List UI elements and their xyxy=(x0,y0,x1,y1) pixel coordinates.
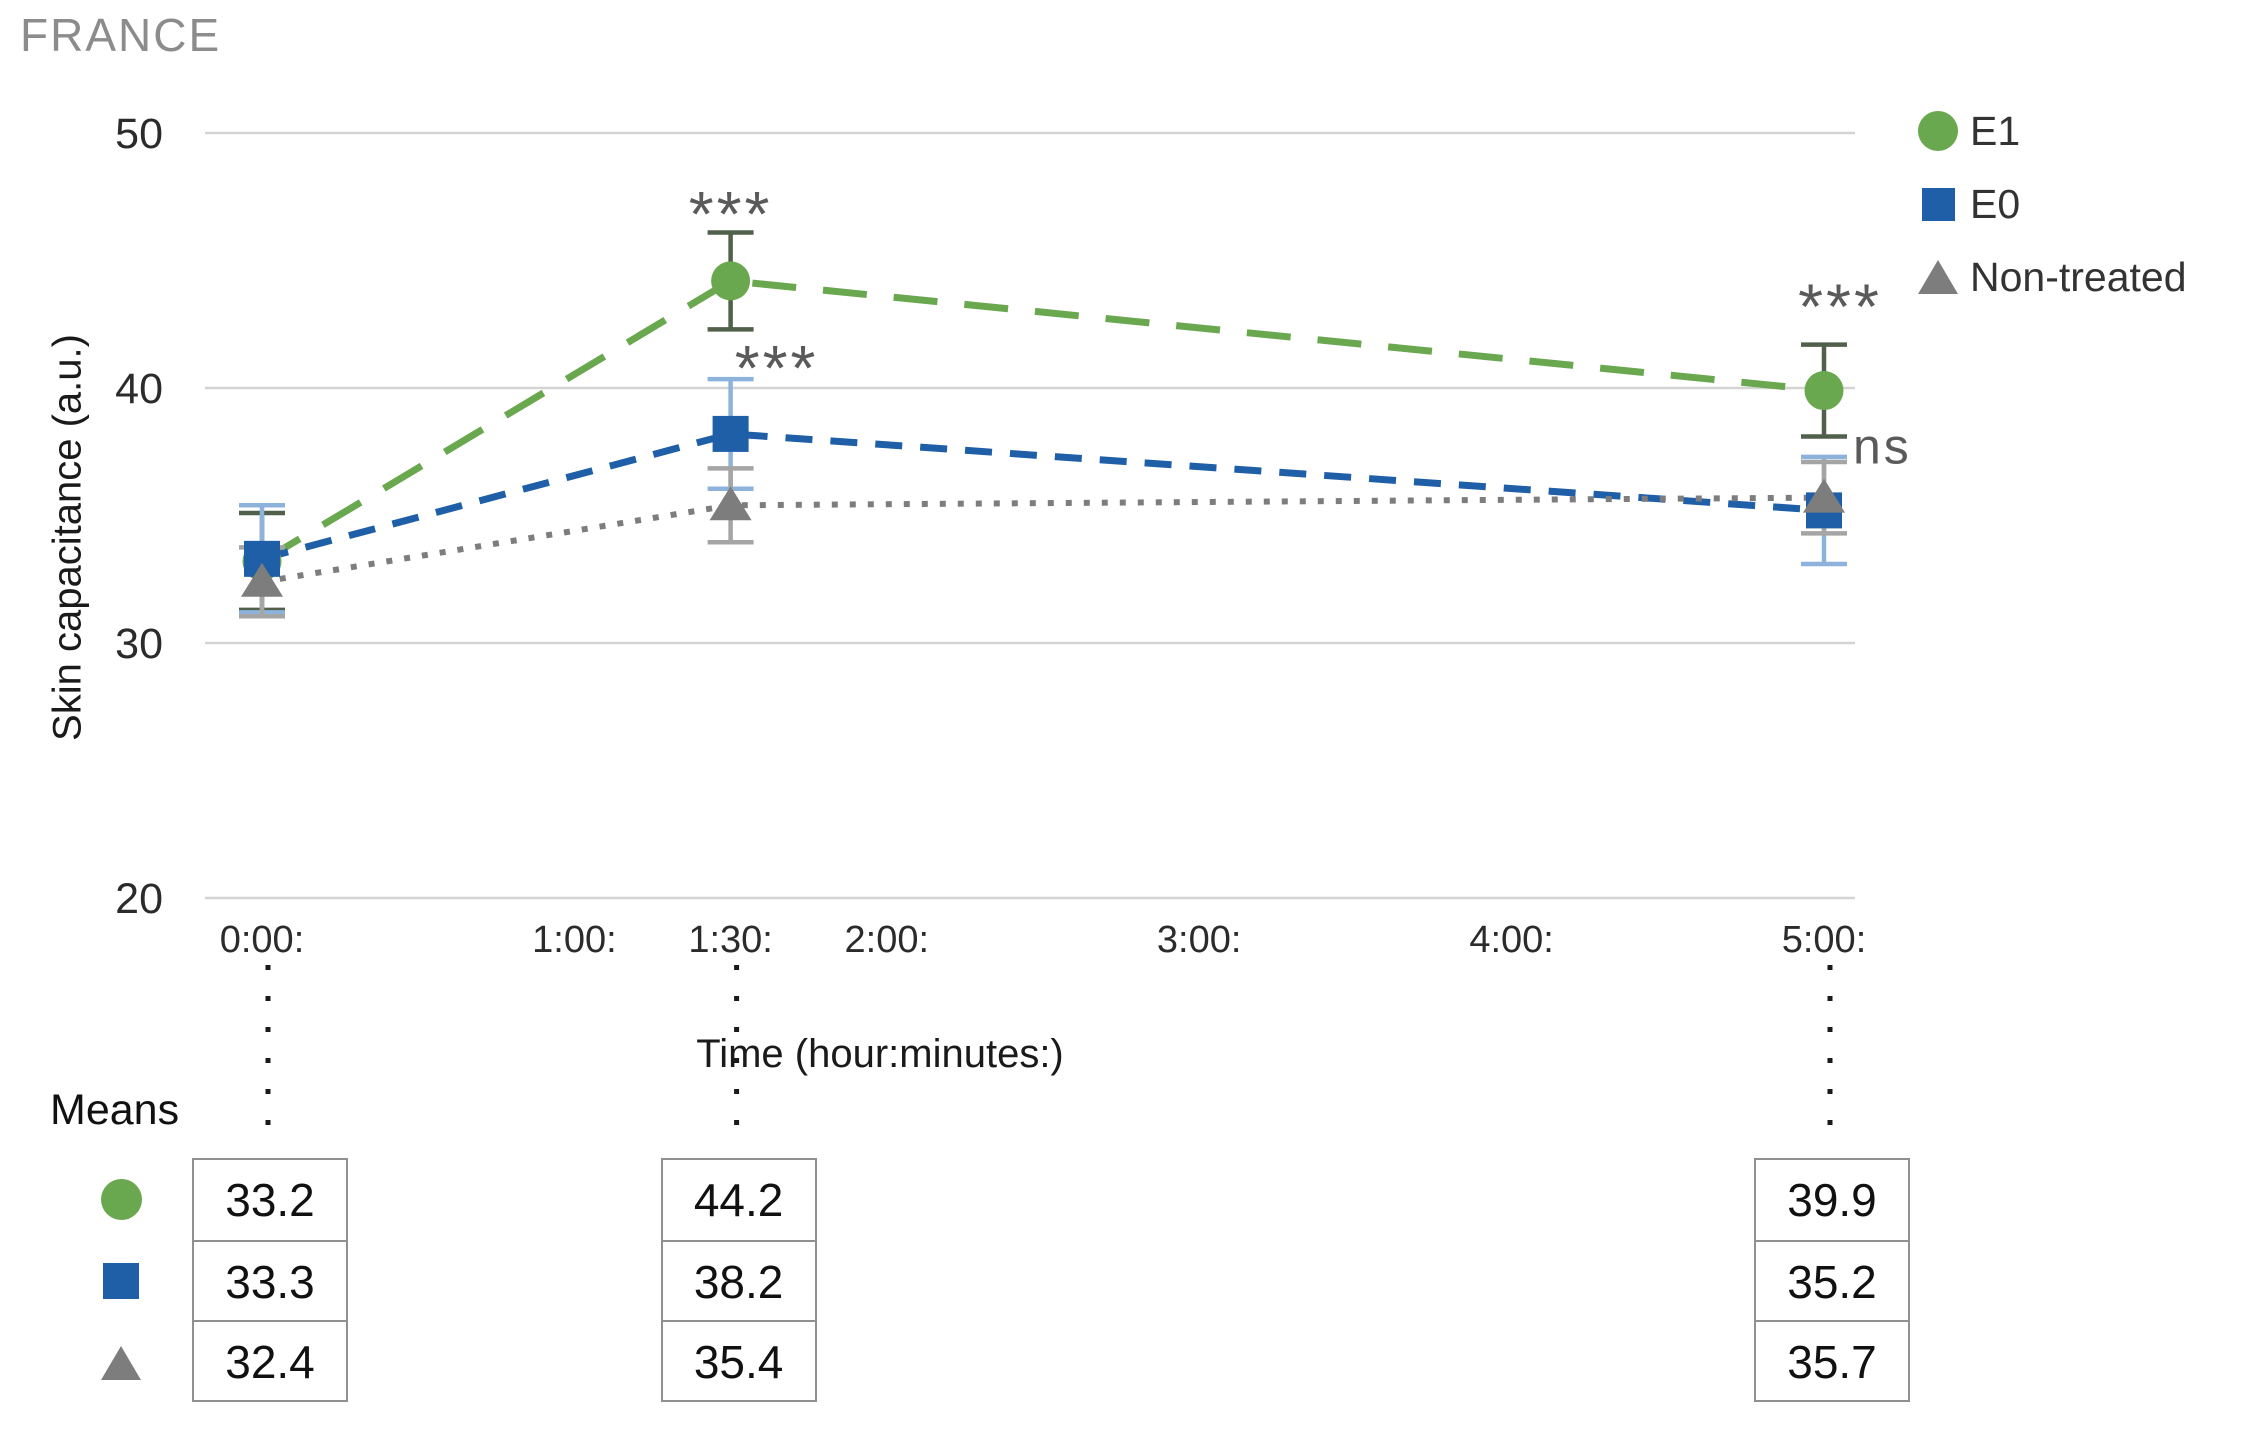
series-line-e1 xyxy=(260,277,1825,565)
significance-annotation: *** xyxy=(689,178,773,250)
means-column-5h: 39.9 35.2 35.7 xyxy=(1754,1158,1910,1402)
marker-circle-e1 xyxy=(1804,371,1844,411)
e1-circle-icon xyxy=(100,1178,142,1220)
series-line-non-treated xyxy=(261,494,1825,585)
x-tick-label: 1:00: xyxy=(532,919,617,961)
legend-label-non-treated: Non-treated xyxy=(1970,253,2187,300)
means-value-e0: 33.3 xyxy=(194,1240,346,1320)
means-table-label: Means xyxy=(50,1086,180,1134)
means-value-e1: 44.2 xyxy=(693,1174,784,1226)
x-tick-label: 4:00: xyxy=(1469,919,1554,961)
e0-square-icon xyxy=(103,1263,139,1299)
legend-item-e0: E0 xyxy=(1912,181,2187,227)
means-value-nt: 32.4 xyxy=(194,1320,346,1400)
x-tick-label: 2:00: xyxy=(845,919,930,961)
means-column-1h30: 44.2 38.2 35.4 xyxy=(660,1158,817,1402)
marker-triangle-non-treated xyxy=(1803,478,1845,513)
legend-item-non-treated: Non-treated xyxy=(1912,254,2187,300)
significance-annotation: *** xyxy=(1798,271,1882,343)
e1-circle-icon xyxy=(1918,111,1958,151)
x-tick-label: 0:00: xyxy=(220,919,305,961)
means-value-e1: 39.9 xyxy=(1787,1174,1877,1226)
x-axis-title: Time (hour:minutes:) xyxy=(696,1032,1064,1076)
marker-square-e0 xyxy=(712,415,749,452)
series-line-e0 xyxy=(261,430,1825,563)
y-tick-label: 50 xyxy=(115,110,163,158)
x-tick-label: 1:30: xyxy=(688,919,773,961)
legend: E1 E0 Non-treated xyxy=(1912,108,2187,327)
marker-circle-e1 xyxy=(711,261,751,301)
non-treated-triangle-icon xyxy=(1918,260,1958,294)
legend-label-e0: E0 xyxy=(1970,180,2021,227)
significance-annotation: ns xyxy=(1853,418,1912,474)
means-column-0h: 33.2 33.3 32.4 xyxy=(192,1158,348,1402)
y-tick-label: 30 xyxy=(115,620,163,668)
means-value-e1: 33.2 xyxy=(225,1174,315,1226)
means-value-e0: 38.2 xyxy=(662,1240,815,1320)
y-tick-label: 40 xyxy=(115,365,163,413)
chart-title: FRANCE xyxy=(20,9,222,61)
x-tick-label: 3:00: xyxy=(1157,919,1242,961)
significance-annotation: *** xyxy=(735,332,819,404)
means-value-nt: 35.7 xyxy=(1756,1320,1908,1400)
non-treated-triangle-icon xyxy=(101,1346,141,1380)
means-value-e0: 35.2 xyxy=(1756,1240,1908,1320)
y-tick-label: 20 xyxy=(115,875,163,923)
x-tick-label: 5:00: xyxy=(1782,919,1867,961)
means-value-nt: 35.4 xyxy=(662,1320,815,1400)
marker-triangle-non-treated xyxy=(709,486,752,521)
legend-label-e1: E1 xyxy=(1970,107,2021,154)
legend-item-e1: E1 xyxy=(1912,108,2187,154)
e0-square-icon xyxy=(1921,187,1955,221)
marker-triangle-non-treated xyxy=(241,562,283,597)
